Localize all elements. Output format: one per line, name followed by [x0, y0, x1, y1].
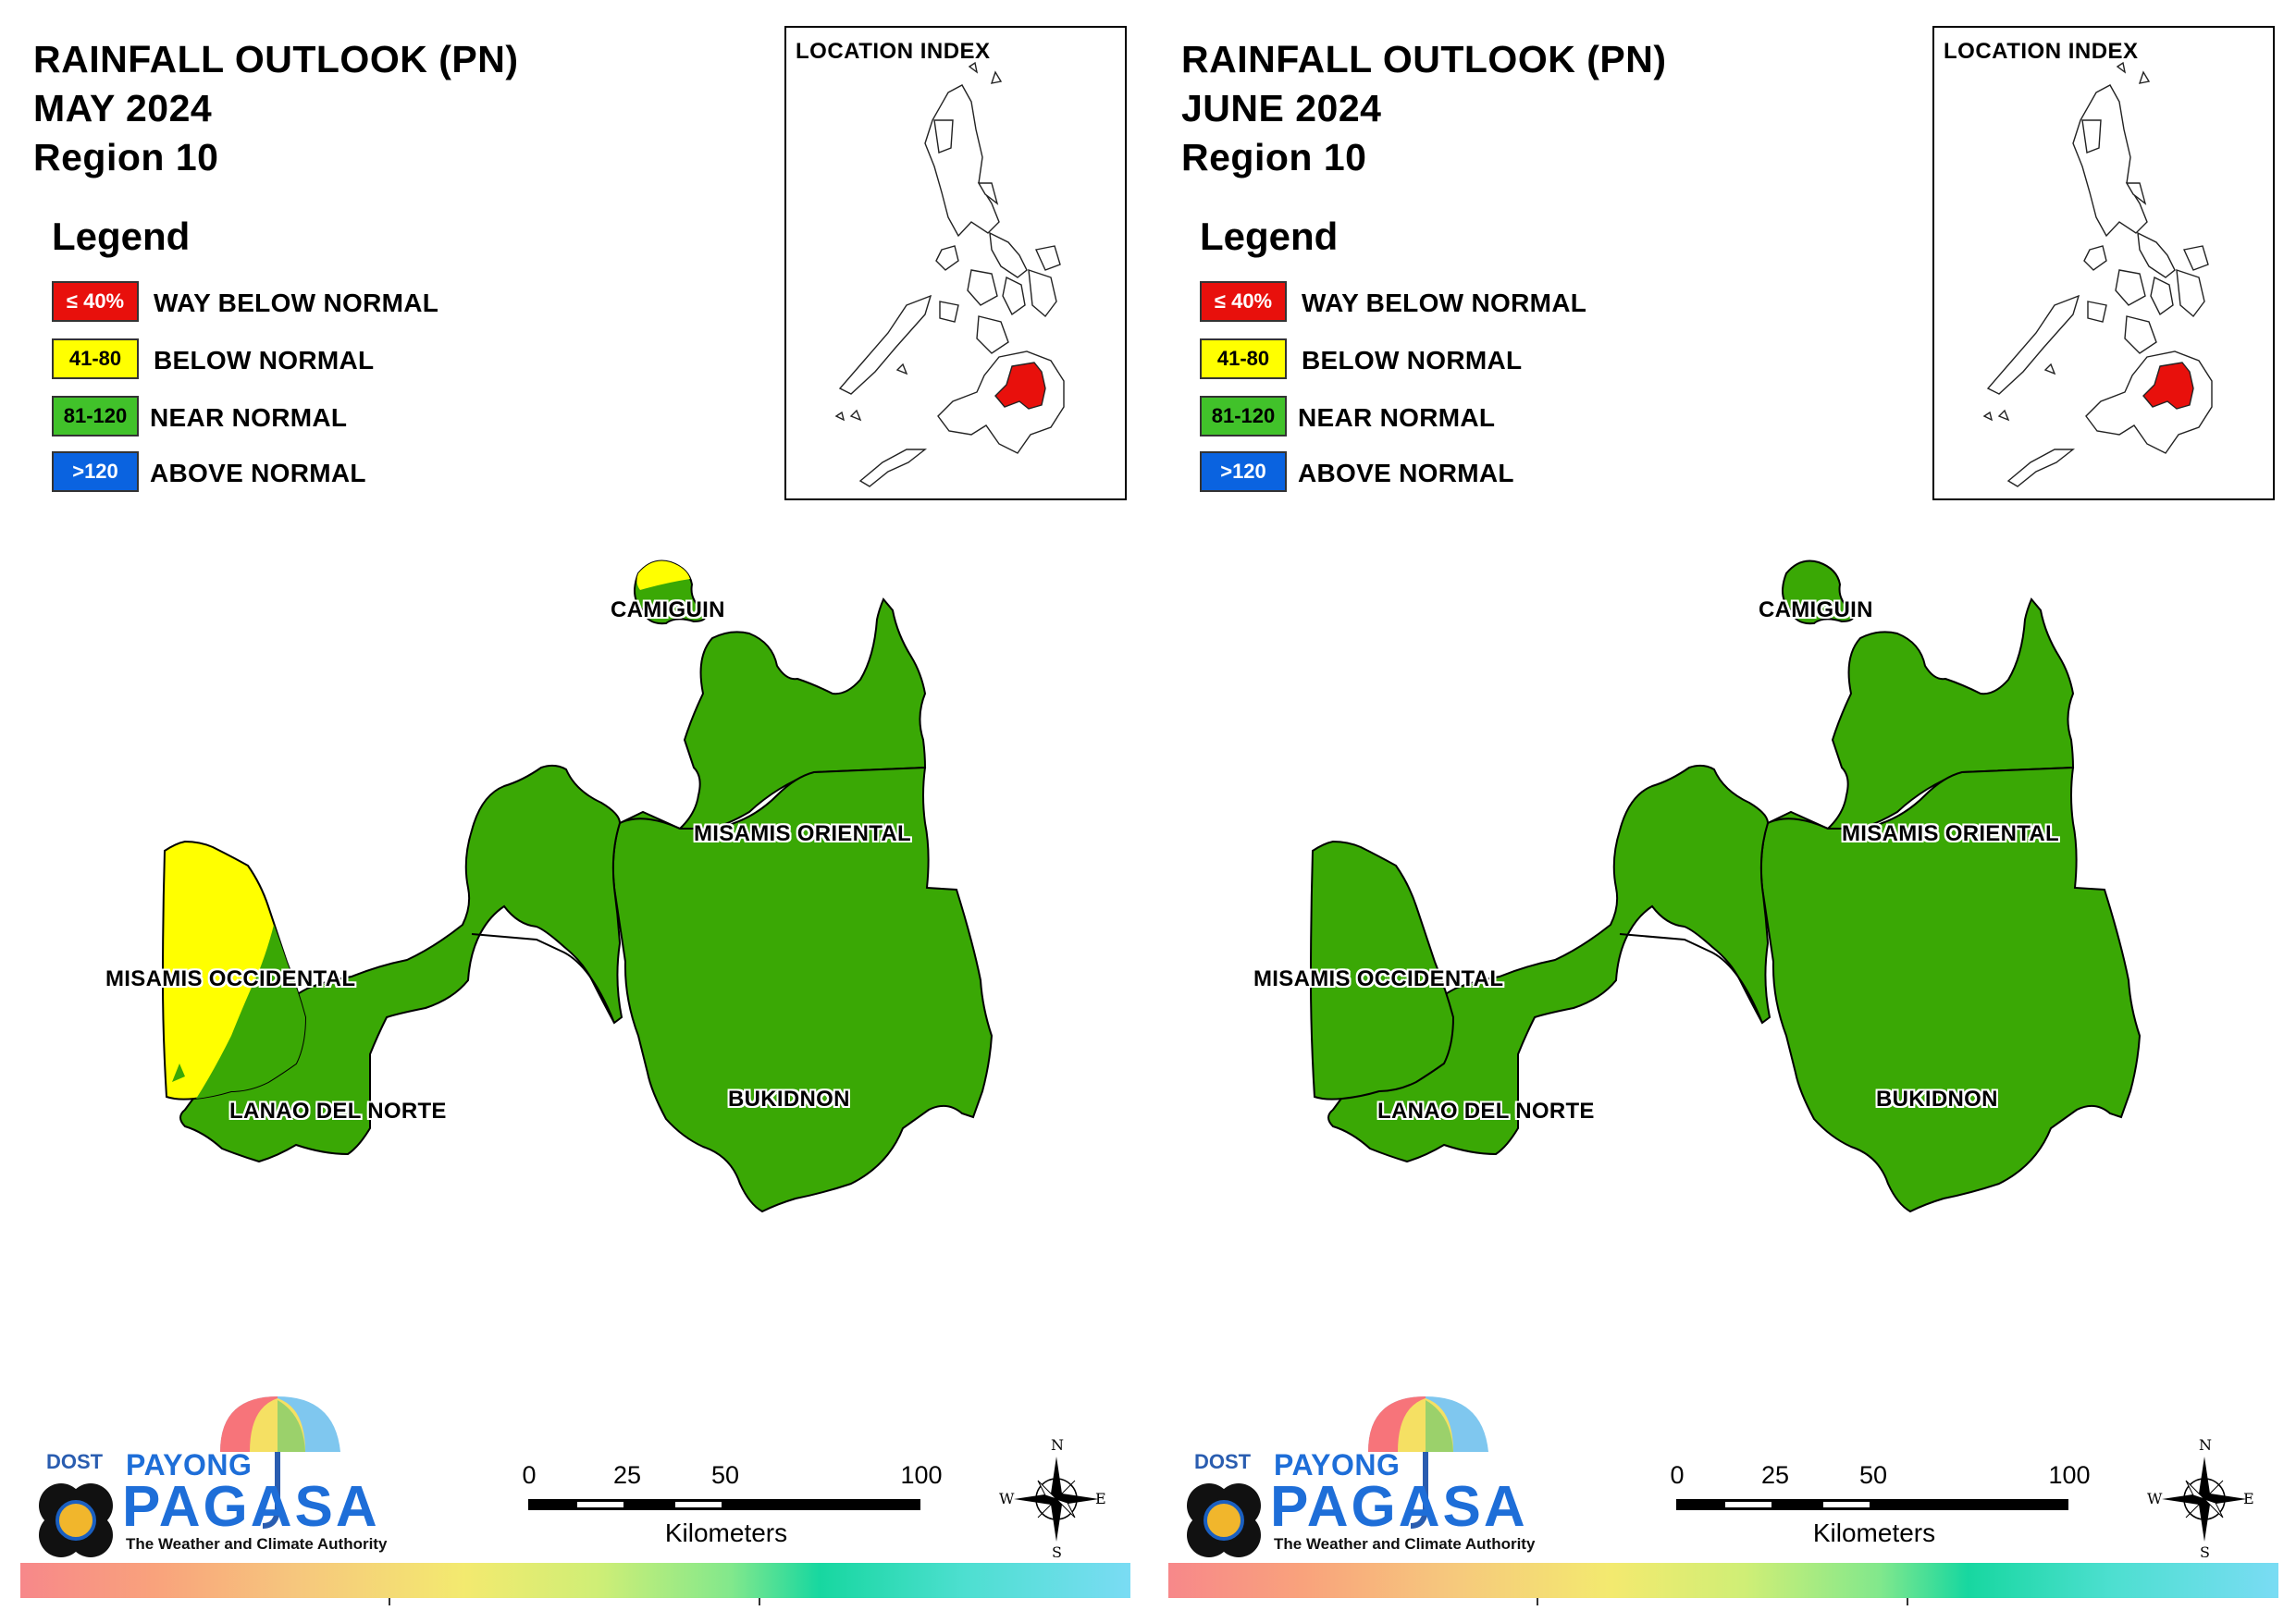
scale-tick: 50 — [710, 1461, 740, 1489]
color-gradient-bar — [1168, 1563, 2278, 1605]
label-lanao-del-norte: LANAO DEL NORTE — [229, 1099, 447, 1124]
misamis-occidental-shape — [1309, 840, 1455, 1100]
region-10-highlight — [994, 362, 1046, 410]
region-10-map — [1309, 559, 2142, 1213]
legend-label: BELOW NORMAL — [1302, 346, 1523, 375]
legend-swatch: >120 — [1200, 451, 1287, 492]
legend-label: WAY BELOW NORMAL — [1302, 289, 1587, 317]
title-month: JUNE 2024 — [1181, 87, 1382, 129]
misamis-oriental-shape — [1825, 597, 2075, 830]
compass-n: N — [1051, 1436, 1064, 1454]
compass-icon — [2162, 1457, 2247, 1542]
panel-june: RAINFALL OUTLOOK (PN) JUNE 2024 Region 1… — [1148, 0, 2296, 1623]
legend-title: Legend — [1200, 215, 1339, 258]
compass-e: E — [1095, 1490, 1106, 1507]
label-bukidnon: BUKIDNON — [728, 1087, 850, 1112]
scale-tick: 100 — [2048, 1461, 2091, 1489]
legend-label: BELOW NORMAL — [154, 346, 375, 375]
scale-tick: 50 — [1858, 1461, 1888, 1489]
compass-s: S — [2200, 1543, 2210, 1561]
misamis-occidental-near-normal — [196, 925, 305, 1099]
label-misamis-occidental: MISAMIS OCCIDENTAL — [1253, 966, 1504, 991]
color-gradient-bar — [20, 1563, 1130, 1605]
panel-may: RAINFALL OUTLOOK (PN) MAY 2024 Region 10… — [20, 26, 1130, 1605]
title-line-1: RAINFALL OUTLOOK (PN) — [1181, 38, 1667, 80]
scale-bar: 0 25 50 100 Kilometers — [1670, 1461, 2090, 1554]
label-misamis-occidental: MISAMIS OCCIDENTAL — [105, 966, 356, 991]
compass-s: S — [1052, 1543, 1062, 1561]
logo-pagasa: PAGASA — [122, 1475, 380, 1539]
payong-pagasa-logo: DOST PAYONG PAGASA The Weather and Clima… — [35, 1387, 387, 1563]
bukidnon-shape — [611, 766, 994, 1213]
scale-tick: 25 — [612, 1461, 642, 1489]
philippines-outline-icon — [1982, 61, 2213, 487]
label-misamis-oriental: MISAMIS ORIENTAL — [694, 821, 912, 846]
legend-swatch: >120 — [52, 451, 139, 492]
compass-n: N — [2199, 1436, 2212, 1454]
scale-bar: 0 25 50 100 Kilometers — [522, 1461, 942, 1554]
legend-label: NEAR NORMAL — [150, 403, 348, 432]
logo-dost: DOST — [46, 1450, 104, 1473]
title-region: Region 10 — [33, 136, 219, 178]
map-title: RAINFALL OUTLOOK (PN) JUNE 2024 Region 1… — [1181, 35, 1666, 182]
label-misamis-oriental: MISAMIS ORIENTAL — [1842, 821, 2060, 846]
region-10-map — [161, 559, 994, 1213]
scale-units: Kilometers — [664, 1518, 788, 1547]
location-index-inset: LOCATION INDEX — [1932, 26, 2275, 500]
legend-swatch: ≤ 40% — [1200, 281, 1287, 322]
logo-payong: PAYONG — [126, 1448, 253, 1482]
camiguin-below-normal — [636, 560, 690, 590]
scale-tick: 0 — [522, 1461, 537, 1489]
label-camiguin: CAMIGUIN — [611, 597, 725, 622]
map-title: RAINFALL OUTLOOK (PN) MAY 2024 Region 10 — [33, 35, 518, 182]
scale-tick: 100 — [900, 1461, 943, 1489]
legend-swatch: ≤ 40% — [52, 281, 139, 322]
title-month: MAY 2024 — [33, 87, 213, 129]
legend-swatch: 81-120 — [1200, 396, 1287, 436]
payong-pagasa-logo: DOST PAYONG PAGASA The Weather and Clima… — [1183, 1387, 1535, 1563]
title-region: Region 10 — [1181, 136, 1367, 178]
logo-payong: PAYONG — [1274, 1448, 1401, 1482]
label-lanao-del-norte: LANAO DEL NORTE — [1377, 1099, 1595, 1124]
location-index-inset: LOCATION INDEX — [784, 26, 1127, 500]
compass-icon — [1014, 1457, 1099, 1542]
legend-label: ABOVE NORMAL — [150, 459, 366, 487]
legend-swatch: 41-80 — [1200, 338, 1287, 379]
legend-swatch: 81-120 — [52, 396, 139, 436]
scale-units: Kilometers — [1812, 1518, 1936, 1547]
philippines-outline-icon — [834, 61, 1065, 487]
misamis-oriental-shape — [677, 597, 927, 830]
title-line-1: RAINFALL OUTLOOK (PN) — [33, 38, 519, 80]
camiguin-shape — [1782, 559, 1855, 625]
compass-e: E — [2243, 1490, 2254, 1507]
logo-tagline: The Weather and Climate Authority — [1274, 1535, 1536, 1553]
inset-title: LOCATION INDEX — [796, 39, 991, 64]
legend-title: Legend — [52, 215, 191, 258]
legend-label: WAY BELOW NORMAL — [154, 289, 439, 317]
legend-swatch: 41-80 — [52, 338, 139, 379]
inset-title: LOCATION INDEX — [1944, 39, 2139, 64]
label-camiguin: CAMIGUIN — [1759, 597, 1873, 622]
legend-label: NEAR NORMAL — [1298, 403, 1496, 432]
logo-tagline: The Weather and Climate Authority — [126, 1535, 388, 1553]
region-10-highlight — [2142, 362, 2194, 410]
scale-tick: 0 — [1670, 1461, 1685, 1489]
bukidnon-shape — [1759, 766, 2142, 1213]
compass-w: W — [999, 1490, 1015, 1507]
logo-dost: DOST — [1194, 1450, 1252, 1473]
label-bukidnon: BUKIDNON — [1876, 1087, 1998, 1112]
logo-pagasa: PAGASA — [1270, 1475, 1528, 1539]
compass-w: W — [2147, 1490, 2163, 1507]
scale-tick: 25 — [1760, 1461, 1790, 1489]
legend-label: ABOVE NORMAL — [1298, 459, 1514, 487]
